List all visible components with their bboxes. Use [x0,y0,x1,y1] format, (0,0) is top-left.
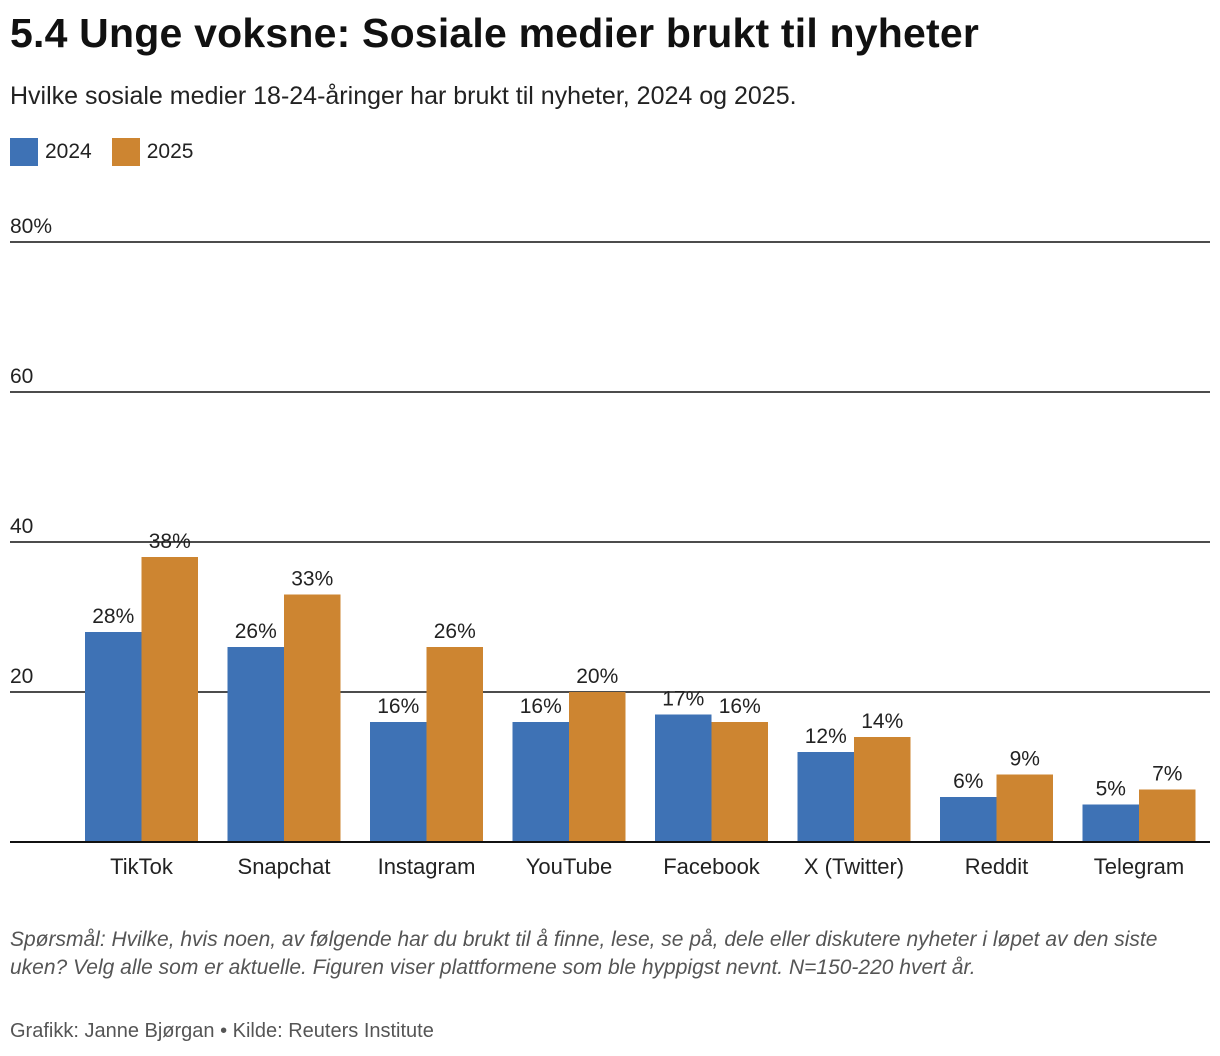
chart-subtitle: Hvilke sosiale medier 18-24-åringer har … [10,82,797,110]
bar-2025 [1139,789,1196,842]
data-label: 20% [576,665,618,688]
bar-2024 [512,722,569,842]
legend-item-2024: 2024 [10,138,92,166]
bar-2024 [370,722,427,842]
bar-2025 [711,722,768,842]
x-tick-label: YouTube [526,854,612,879]
bar-2025 [426,647,483,842]
bar-2025 [569,692,626,842]
bar-2024 [1082,804,1139,842]
x-tick-label: Facebook [663,854,761,879]
bar-2025 [996,774,1053,842]
x-tick-label: Telegram [1094,854,1184,879]
data-label: 9% [1010,748,1040,771]
data-label: 16% [520,695,562,718]
bar-2024 [655,714,712,842]
x-tick-label: X (Twitter) [804,854,904,879]
legend-label-2025: 2025 [146,140,194,163]
data-label: 17% [662,688,704,711]
chart-credit: Grafikk: Janne Bjørgan • Kilde: Reuters … [10,1020,434,1042]
data-label: 26% [434,620,476,643]
y-tick-label: 60 [10,365,33,388]
data-label: 6% [953,770,983,793]
x-tick-label: Instagram [378,854,476,879]
x-tick-label: Reddit [965,854,1029,879]
x-tick-label: Snapchat [238,854,331,879]
y-tick-label: 40 [10,515,33,538]
chart-notes: Spørsmål: Hvilke, hvis noen, av følgende… [10,928,1158,979]
data-label: 14% [861,710,903,733]
bar-2024 [227,647,284,842]
y-tick-label: 20 [10,665,33,688]
legend-swatch-2024 [10,138,38,166]
bar-2025 [854,737,911,842]
data-label: 38% [149,530,191,553]
bar-2025 [284,594,341,842]
bar-2024 [85,632,142,842]
data-label: 28% [92,605,134,628]
legend-item-2025: 2025 [111,138,194,166]
bar-2024 [940,797,997,842]
bar-2025 [141,557,198,842]
data-label: 26% [235,620,277,643]
data-label: 16% [719,695,761,718]
y-tick-label: 80% [10,215,52,238]
legend-swatch-2025 [111,138,140,166]
data-label: 7% [1152,763,1182,786]
data-label: 16% [377,695,419,718]
legend-label-2024: 2024 [45,140,92,163]
data-label: 33% [291,568,333,591]
bar-chart: 20 40 60 80% 28% 38% TikTok 26% 33% Snapchat 16% 26… [10,215,1210,879]
data-label: 5% [1096,778,1126,801]
chart-title: 5.4 Unge voksne: Sosiale medier brukt ti… [10,10,980,56]
legend: 2024 2025 [10,138,213,166]
data-label: 12% [805,725,847,748]
x-tick-label: TikTok [110,854,174,879]
bar-2024 [797,752,854,842]
